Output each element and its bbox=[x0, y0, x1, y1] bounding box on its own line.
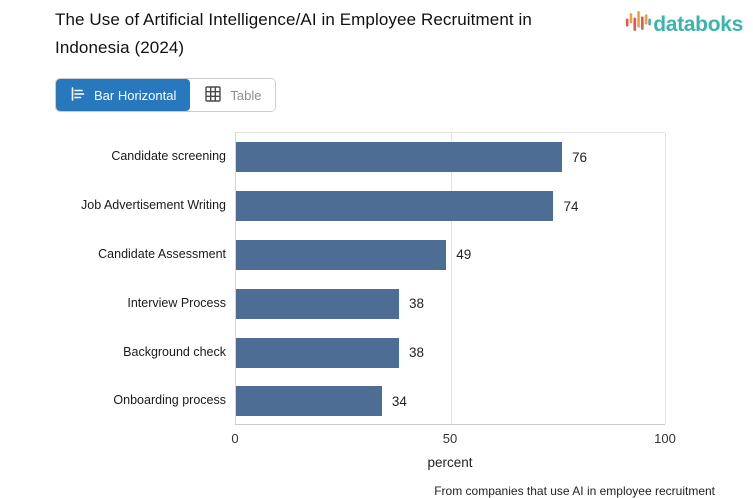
bar-horizontal-label: Bar Horizontal bbox=[94, 87, 177, 103]
bar-rows: 76 74 49 38 38 34 bbox=[236, 133, 665, 426]
bar-row: 74 bbox=[236, 182, 665, 231]
x-tick-0: 0 bbox=[231, 430, 239, 446]
bar[interactable] bbox=[236, 337, 400, 368]
bar-row: 38 bbox=[236, 328, 665, 377]
bar-horizontal-button[interactable]: Bar Horizontal bbox=[56, 79, 191, 111]
x-tick-50: 50 bbox=[442, 430, 458, 446]
bar-row: 38 bbox=[236, 279, 665, 328]
table-icon bbox=[204, 85, 222, 106]
table-label: Table bbox=[230, 87, 262, 103]
category-label: Job Advertisement Writing bbox=[81, 198, 226, 213]
bar-row: 34 bbox=[236, 377, 665, 426]
bar[interactable] bbox=[236, 386, 382, 417]
category-labels: Candidate screening Job Advertisement Wri… bbox=[55, 132, 235, 425]
plot-area: 76 74 49 38 38 34 bbox=[235, 132, 666, 426]
category-label: Candidate screening bbox=[111, 149, 226, 164]
gridline-100 bbox=[665, 133, 666, 424]
x-axis: 0 50 100 bbox=[231, 425, 675, 446]
view-toggle: Bar Horizontal Table bbox=[55, 78, 277, 112]
bar-chart: Candidate screening Job Advertisement Wri… bbox=[55, 132, 676, 470]
table-button[interactable]: Table bbox=[190, 79, 276, 111]
category-label: Onboarding process bbox=[113, 393, 226, 408]
databoks-bars-icon bbox=[625, 8, 652, 41]
bar-row: 49 bbox=[236, 231, 665, 280]
header: The Use of Artificial Intelligence/AI in… bbox=[55, 6, 743, 61]
bar-value-label: 34 bbox=[391, 393, 407, 409]
category-label: Background check bbox=[123, 344, 226, 359]
category-label: Candidate Assessment bbox=[98, 246, 226, 261]
footnote: From companies that use AI in employee r… bbox=[434, 484, 715, 498]
bar[interactable] bbox=[236, 142, 563, 173]
bar[interactable] bbox=[236, 239, 447, 270]
category-label: Interview Process bbox=[127, 295, 226, 310]
bar-value-label: 49 bbox=[456, 247, 472, 263]
gridline-50 bbox=[450, 133, 452, 424]
bar-value-label: 76 bbox=[572, 149, 588, 165]
databoks-wordmark: databoks bbox=[653, 12, 743, 36]
x-tick-100: 100 bbox=[654, 430, 676, 446]
databoks-logo: databoks bbox=[625, 8, 743, 41]
chart-title: The Use of Artificial Intelligence/AI in… bbox=[55, 10, 532, 57]
x-axis-title: percent bbox=[427, 454, 473, 470]
bar[interactable] bbox=[236, 191, 554, 222]
bar[interactable] bbox=[236, 288, 400, 319]
bar-value-label: 38 bbox=[409, 345, 425, 361]
bar-value-label: 38 bbox=[409, 296, 425, 312]
bar-value-label: 74 bbox=[563, 198, 579, 214]
bar-horizontal-icon bbox=[70, 86, 86, 105]
bar-row: 76 bbox=[236, 133, 665, 182]
